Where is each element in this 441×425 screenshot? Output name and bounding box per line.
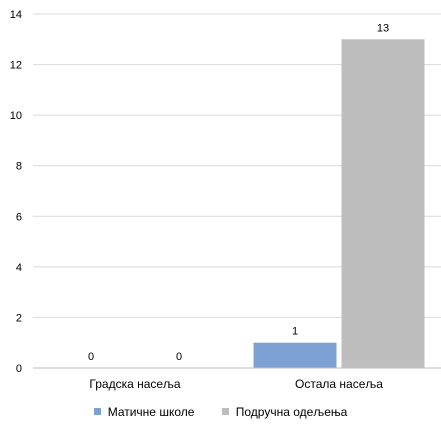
bars — [253, 39, 425, 369]
legend-item-matichne: Матичне школе — [93, 404, 195, 419]
legend: Матичне школе Подручна одељења — [0, 404, 441, 419]
data-label: 0 — [88, 351, 94, 363]
y-tick-label: 14 — [10, 9, 22, 21]
data-label: 13 — [377, 22, 389, 34]
y-tick-label: 2 — [16, 312, 22, 324]
legend-swatch-matichne — [93, 408, 101, 415]
bar — [253, 342, 337, 368]
data-labels: 0 0 1 13 — [88, 22, 389, 363]
y-tick-label: 8 — [16, 161, 22, 173]
y-tick-label: 6 — [16, 211, 22, 223]
legend-label-podruchna: Подручна одељења — [235, 404, 348, 419]
x-category-label: Остала насеља — [295, 377, 383, 391]
chart: 0 2 4 6 8 10 12 14 0 0 1 13 Градска насеља Остала н… — [10, 9, 441, 391]
legend-label-matichne: Матичне школе — [107, 404, 195, 419]
x-axis-labels: Градска насеља Остала насеља — [89, 377, 383, 391]
y-tick-label: 0 — [16, 363, 22, 375]
legend-swatch-podruchna — [221, 408, 229, 415]
y-tick-label: 4 — [16, 262, 22, 274]
legend-item-podruchna: Подручна одељења — [221, 404, 348, 419]
y-axis-ticks: 0 2 4 6 8 10 12 14 — [10, 9, 22, 375]
gridlines — [33, 13, 441, 318]
y-tick-label: 10 — [10, 110, 22, 122]
bar — [341, 39, 425, 369]
y-tick-label: 12 — [10, 60, 22, 72]
x-category-label: Градска насеља — [89, 377, 181, 391]
data-label: 0 — [176, 351, 182, 363]
data-label: 1 — [292, 326, 298, 338]
